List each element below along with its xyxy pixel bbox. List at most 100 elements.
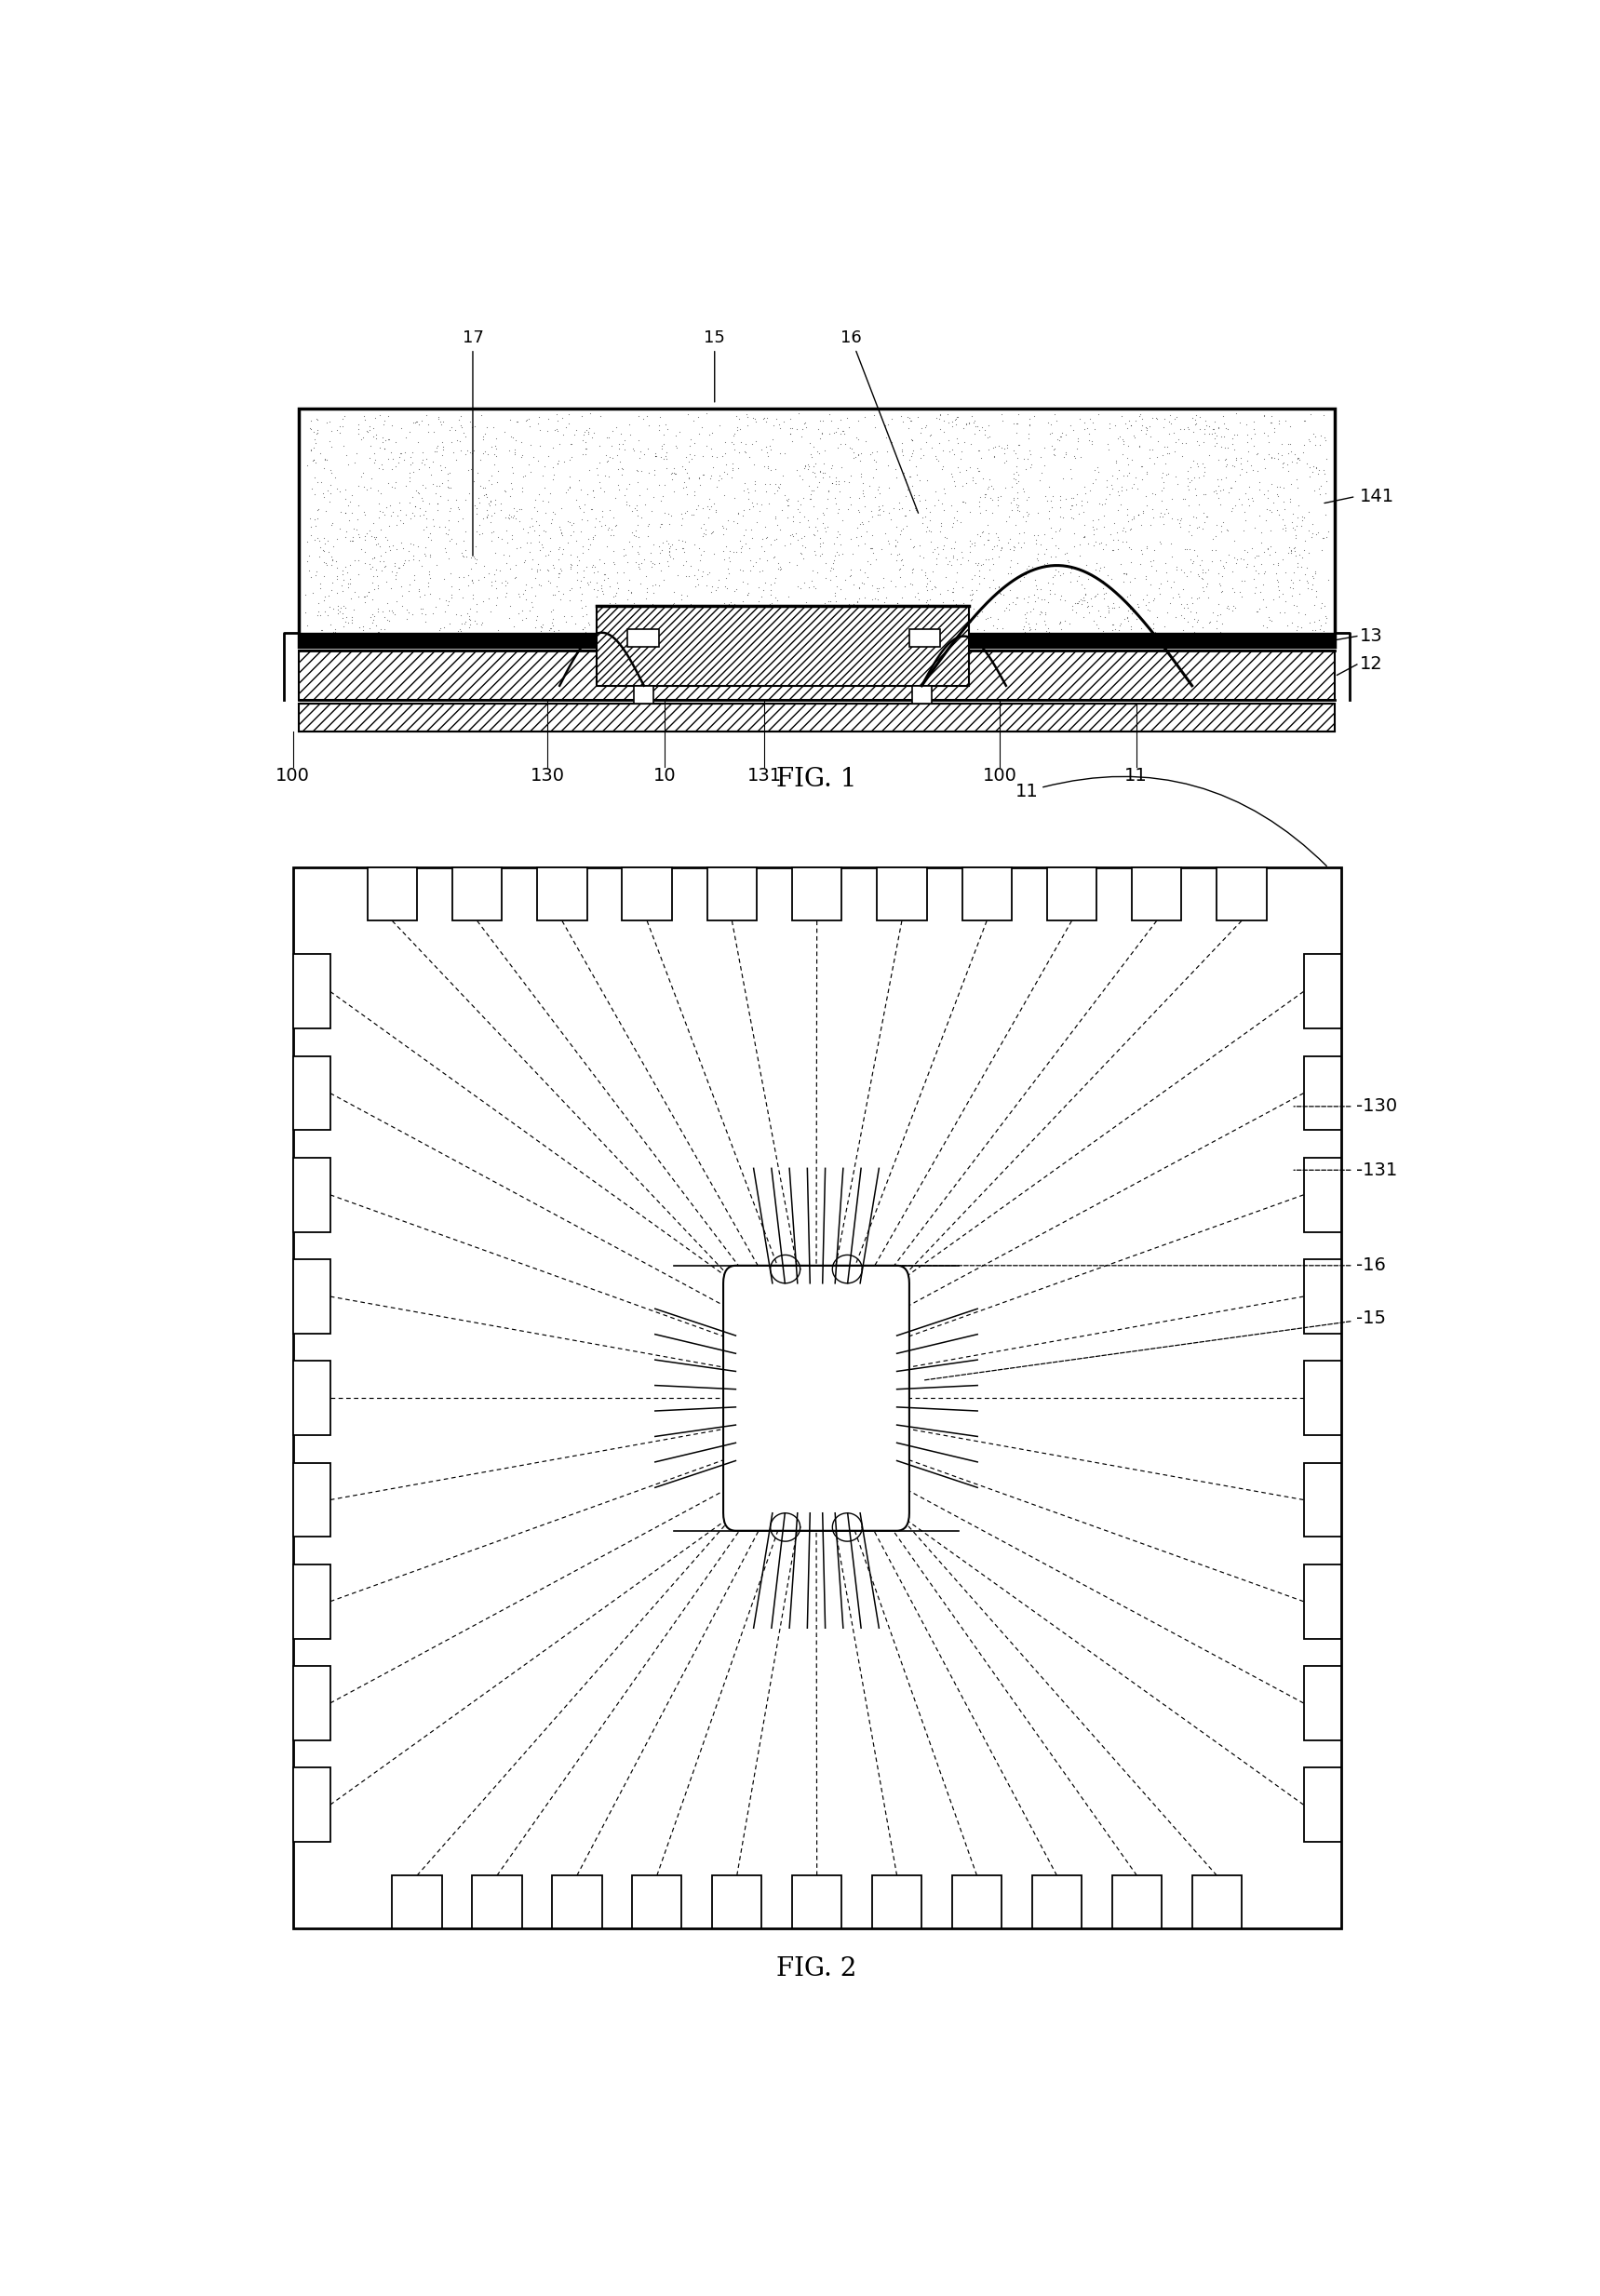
Point bbox=[1200, 521, 1226, 558]
Point bbox=[880, 425, 906, 461]
Point bbox=[851, 579, 877, 615]
Point bbox=[997, 549, 1022, 585]
Point bbox=[1118, 544, 1144, 581]
Point bbox=[858, 530, 883, 567]
Point bbox=[424, 429, 450, 466]
Point bbox=[714, 606, 739, 643]
Point bbox=[1094, 556, 1120, 592]
Point bbox=[1138, 542, 1163, 579]
Point bbox=[736, 611, 762, 647]
Point bbox=[370, 445, 395, 482]
Point bbox=[730, 551, 755, 588]
Point bbox=[1272, 553, 1298, 590]
Point bbox=[958, 604, 984, 641]
Point bbox=[648, 427, 674, 464]
Point bbox=[485, 611, 510, 647]
Point bbox=[867, 604, 893, 641]
Point bbox=[1134, 530, 1160, 567]
Point bbox=[586, 542, 611, 579]
Point bbox=[579, 473, 605, 510]
Point bbox=[326, 615, 352, 652]
Point bbox=[997, 530, 1022, 567]
Point bbox=[389, 434, 414, 471]
Point bbox=[986, 602, 1011, 638]
Point bbox=[752, 565, 778, 602]
Point bbox=[506, 595, 531, 631]
Point bbox=[728, 425, 754, 461]
Point bbox=[482, 436, 507, 473]
Point bbox=[954, 406, 979, 443]
Point bbox=[618, 416, 643, 452]
Point bbox=[1176, 487, 1202, 523]
Point bbox=[526, 533, 552, 569]
Point bbox=[1000, 583, 1026, 620]
Point bbox=[824, 411, 850, 448]
Point bbox=[315, 523, 341, 560]
Point bbox=[654, 602, 680, 638]
Point bbox=[765, 583, 790, 620]
Point bbox=[939, 574, 965, 611]
Point bbox=[1203, 418, 1229, 455]
Point bbox=[1005, 487, 1030, 523]
Point bbox=[426, 507, 451, 544]
Point bbox=[739, 512, 765, 549]
Point bbox=[378, 569, 403, 606]
Point bbox=[786, 491, 811, 528]
Point bbox=[538, 611, 563, 647]
Point bbox=[669, 611, 694, 647]
Point bbox=[1016, 546, 1042, 583]
Point bbox=[606, 425, 632, 461]
Point bbox=[526, 523, 552, 560]
Point bbox=[1066, 558, 1091, 595]
Point bbox=[824, 413, 850, 450]
Point bbox=[397, 572, 422, 608]
Point bbox=[918, 572, 944, 608]
Bar bbox=[792, 868, 842, 921]
Point bbox=[1075, 588, 1101, 625]
Point bbox=[352, 402, 378, 439]
Point bbox=[1117, 563, 1142, 599]
Point bbox=[1022, 606, 1048, 643]
Point bbox=[677, 436, 702, 473]
Point bbox=[1227, 574, 1253, 611]
Point bbox=[1278, 576, 1304, 613]
Point bbox=[430, 429, 456, 466]
Point bbox=[502, 436, 528, 473]
Point bbox=[1091, 549, 1117, 585]
Point bbox=[1104, 514, 1130, 551]
Point bbox=[1229, 540, 1254, 576]
Point bbox=[1152, 400, 1178, 436]
Point bbox=[989, 528, 1014, 565]
Point bbox=[382, 448, 408, 484]
Point bbox=[579, 519, 605, 556]
Point bbox=[573, 588, 598, 625]
Point bbox=[1312, 455, 1338, 491]
Point bbox=[413, 537, 438, 574]
Point bbox=[914, 507, 939, 544]
Point bbox=[934, 572, 960, 608]
Point bbox=[890, 434, 915, 471]
Point bbox=[1006, 395, 1032, 432]
Point bbox=[1014, 482, 1040, 519]
Point bbox=[443, 441, 469, 478]
Point bbox=[453, 604, 478, 641]
Point bbox=[797, 569, 822, 606]
Point bbox=[504, 404, 530, 441]
Point bbox=[1262, 618, 1288, 654]
Point bbox=[1043, 402, 1069, 439]
Point bbox=[1154, 553, 1179, 590]
Point bbox=[523, 503, 549, 540]
Point bbox=[1242, 427, 1267, 464]
Point bbox=[1080, 602, 1106, 638]
Point bbox=[1016, 416, 1042, 452]
Point bbox=[1072, 581, 1098, 618]
Point bbox=[430, 608, 456, 645]
Point bbox=[459, 565, 485, 602]
Point bbox=[970, 592, 995, 629]
Point bbox=[1277, 406, 1302, 443]
Point bbox=[413, 397, 438, 434]
Point bbox=[1211, 503, 1237, 540]
Point bbox=[1254, 491, 1280, 528]
Point bbox=[512, 457, 538, 494]
Point bbox=[816, 416, 842, 452]
